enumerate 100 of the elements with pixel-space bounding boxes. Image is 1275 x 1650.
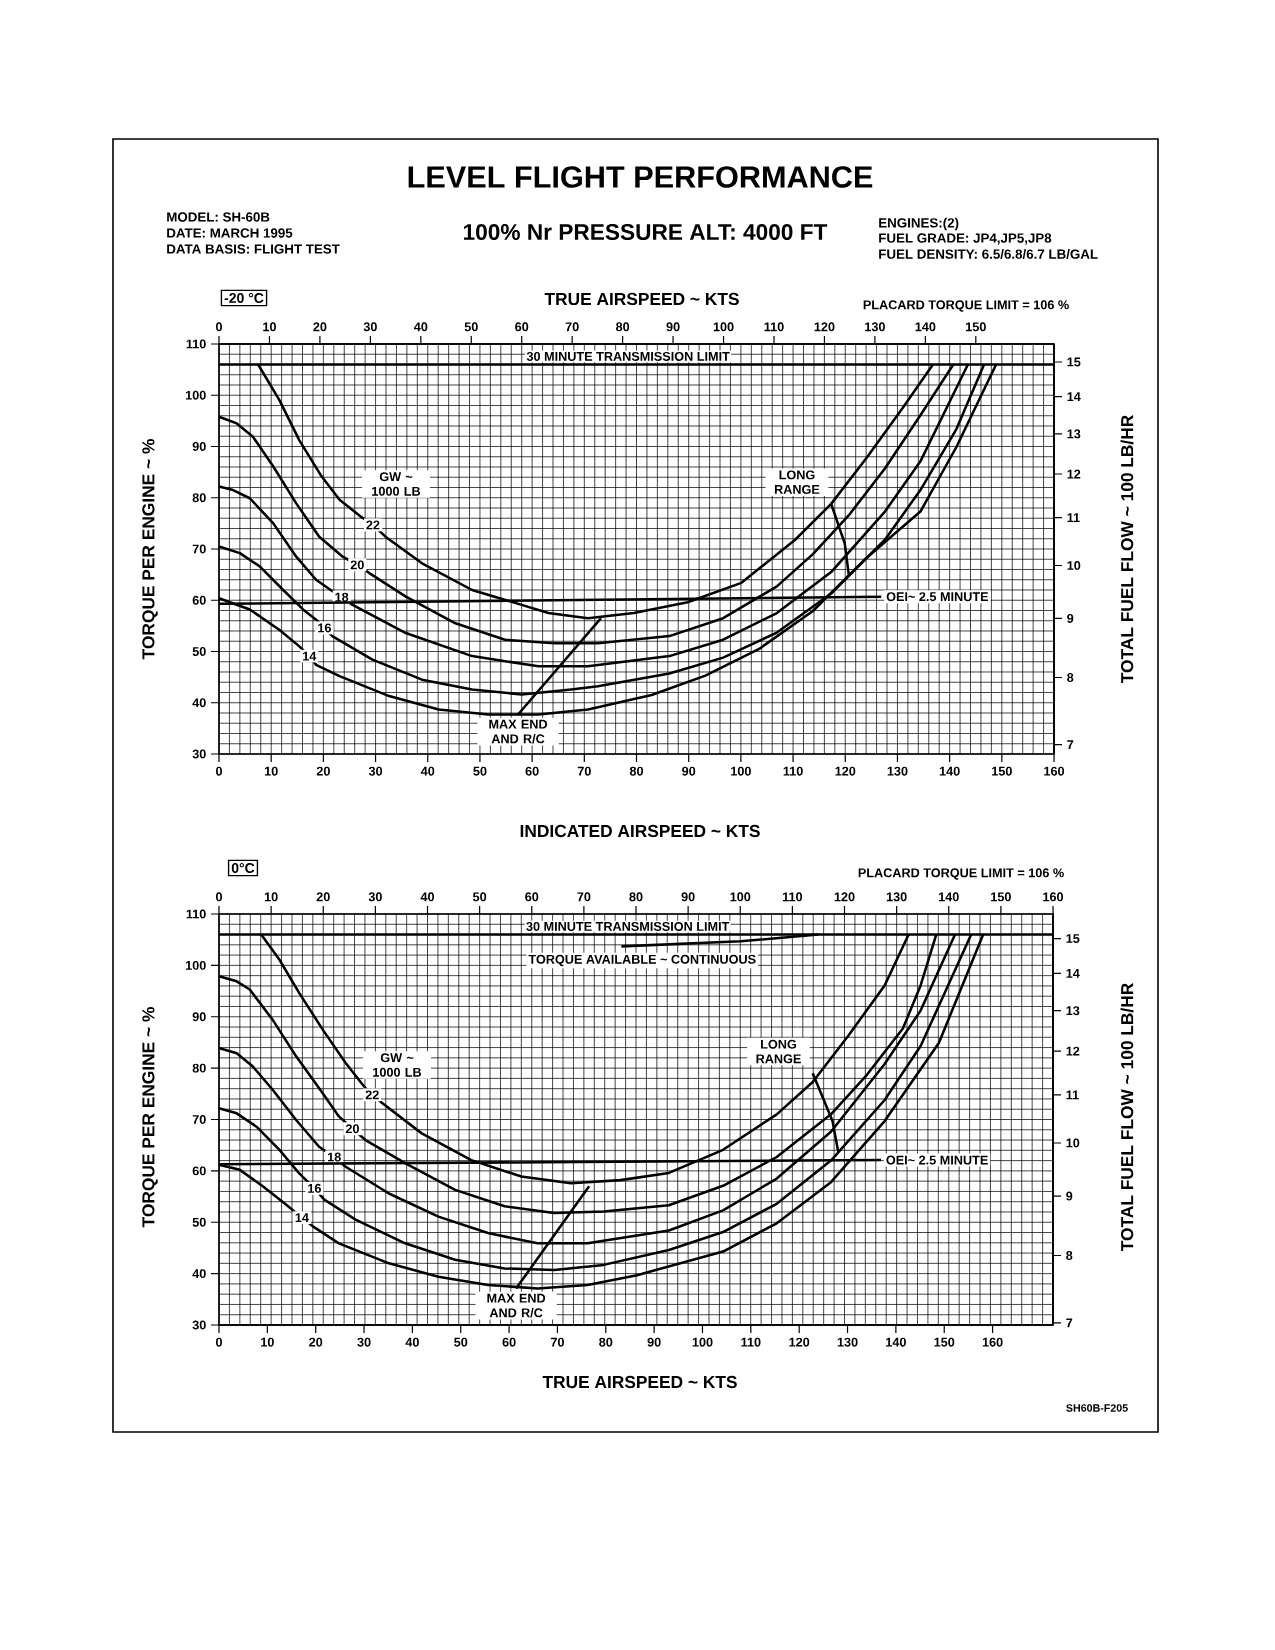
x-tick-label: 20 (316, 892, 330, 902)
series-label: OEI~ 2.5 MINUTE (886, 592, 989, 602)
x2-tick-label: 50 (464, 322, 478, 332)
x-tick-label: 120 (835, 766, 856, 776)
legend-label: 30 MINUTE TRANSMISSION LIMIT (526, 921, 730, 931)
y-tick-label: 110 (186, 339, 206, 349)
y2-tick-label: 15 (1067, 357, 1081, 367)
x-tick-label: 110 (783, 766, 803, 776)
text: PLACARD TORQUE LIMIT = 106 % (858, 868, 1064, 880)
x-tick-label: 70 (577, 892, 591, 902)
x2-tick-label: 0 (215, 1337, 222, 1347)
x-tick-label: 140 (938, 892, 959, 902)
x-tick-label: 130 (886, 892, 907, 902)
text: DATA BASIS: FLIGHT TEST (167, 244, 340, 254)
x2-tick-label: 100 (692, 1337, 713, 1347)
y-tick-label: 80 (192, 1063, 206, 1073)
x2-tick-label: 70 (550, 1337, 564, 1347)
x2-tick-label: 40 (413, 322, 428, 332)
y2-tick-label: 13 (1067, 429, 1081, 439)
y-tick-label: 70 (192, 544, 206, 554)
x-tick-label: 10 (264, 766, 278, 776)
x2-tick-label: 150 (934, 1337, 955, 1347)
series-label: OEI~ 2.5 MINUTE (886, 1155, 988, 1165)
y2-tick-label: 7 (1067, 740, 1074, 749)
x-tick-label: 100 (730, 892, 751, 902)
x-tick-label: 30 (368, 892, 382, 902)
y-axis-title: TORQUE PER ENGINE ~ % (142, 439, 158, 660)
x2-tick-label: 120 (814, 322, 835, 332)
y-tick-label: 40 (192, 1269, 206, 1279)
y2-axis-title: TOTAL FUEL FLOW ~ 100 LB/HR (1120, 415, 1134, 684)
x2-tick-label: 120 (789, 1337, 810, 1347)
x2-tick-label: 70 (565, 322, 579, 332)
series-label: 22 (366, 520, 380, 530)
x2-tick-label: 10 (261, 1337, 274, 1347)
text: MODEL: SH-60B (167, 212, 270, 222)
x-axis-title: INDICATED AIRSPEED ~ KTS (520, 824, 760, 838)
y-tick-label: 50 (192, 1217, 206, 1227)
x-tick-label: 160 (1043, 892, 1064, 902)
y-tick-label: 110 (186, 909, 206, 919)
series-label: 20 (345, 1124, 359, 1134)
x-tick-label: 90 (682, 766, 696, 776)
chart-title: LEVEL FLIGHT PERFORMANCE (408, 166, 873, 188)
series-label: 16 (318, 623, 332, 633)
x2-tick-label: 90 (666, 322, 680, 332)
x2-tick-label: 0 (215, 322, 222, 332)
y2-tick-label: 12 (1067, 469, 1081, 479)
x2-tick-label: 130 (837, 1337, 858, 1347)
x-tick-label: 30 (368, 766, 383, 776)
series-label: 16 (308, 1183, 321, 1193)
series-label: TORQUE AVAILABLE ~ CONTINUOUS (528, 954, 756, 967)
y-tick-label: 90 (192, 1012, 206, 1022)
x-tick-label: 120 (834, 892, 855, 902)
y2-axis-title: TOTAL FUEL FLOW ~ 100 LB/HR (1120, 983, 1134, 1252)
series-label: 14 (303, 651, 317, 661)
x-tick-label: 80 (629, 892, 643, 902)
x2-axis-title: TRUE AIRSPEED ~ KTS (542, 1375, 737, 1389)
x-tick-label: 140 (939, 766, 960, 776)
y-tick-label: 90 (192, 442, 206, 451)
x2-tick-label: 10 (263, 322, 276, 332)
y2-tick-label: 10 (1067, 561, 1081, 570)
text: SH60B-F205 (1066, 1404, 1128, 1412)
x-tick-label: 0 (215, 892, 222, 902)
x-tick-label: 50 (472, 892, 487, 902)
x2-tick-label: 80 (615, 322, 630, 332)
x2-tick-label: 130 (865, 322, 885, 332)
text: FUEL DENSITY: 6.5/6.8/6.7 LB/GAL (879, 249, 1098, 259)
x-tick-label: 150 (992, 766, 1012, 776)
x2-tick-label: 60 (502, 1337, 516, 1347)
y-tick-label: 80 (192, 493, 206, 503)
x-tick-label: 60 (525, 892, 539, 902)
annotation: GW ~ 1000 LB (372, 472, 421, 496)
y2-tick-label: 11 (1067, 513, 1080, 523)
y2-tick-label: 14 (1066, 968, 1080, 978)
y2-tick-label: 12 (1066, 1046, 1080, 1056)
y-axis-title: TORQUE PER ENGINE ~ % (142, 1007, 158, 1228)
y2-tick-label: 10 (1066, 1138, 1080, 1148)
x-tick-label: 20 (316, 766, 330, 776)
y2-tick-label: 14 (1067, 392, 1081, 402)
x-tick-label: 70 (577, 766, 591, 776)
y2-tick-label: 13 (1066, 1006, 1080, 1016)
y-tick-label: 40 (192, 698, 206, 708)
x2-tick-label: 110 (741, 1337, 761, 1347)
x2-tick-label: 160 (982, 1337, 1003, 1347)
y-tick-label: 60 (192, 1166, 206, 1176)
x-tick-label: 160 (1044, 766, 1065, 776)
y2-tick-label: 9 (1066, 1191, 1073, 1201)
x-tick-label: 130 (887, 766, 908, 776)
y-tick-label: 70 (192, 1115, 206, 1124)
text: ENGINES:(2) (879, 217, 959, 231)
series-label: 22 (365, 1090, 379, 1100)
x2-tick-label: 140 (886, 1337, 906, 1347)
chart-subtitle: 100% Nr PRESSURE ALT: 4000 FT (463, 223, 828, 241)
y2-tick-label: 8 (1067, 673, 1074, 682)
x-tick-label: 110 (782, 892, 803, 902)
y2-tick-label: 11 (1066, 1090, 1079, 1100)
series-label: MAX END AND R/C (487, 1293, 546, 1318)
x2-axis-title: TRUE AIRSPEED ~ KTS (544, 292, 739, 306)
x-tick-label: 100 (731, 766, 751, 776)
x2-tick-label: 50 (454, 1337, 468, 1347)
y-tick-label: 60 (192, 595, 206, 605)
